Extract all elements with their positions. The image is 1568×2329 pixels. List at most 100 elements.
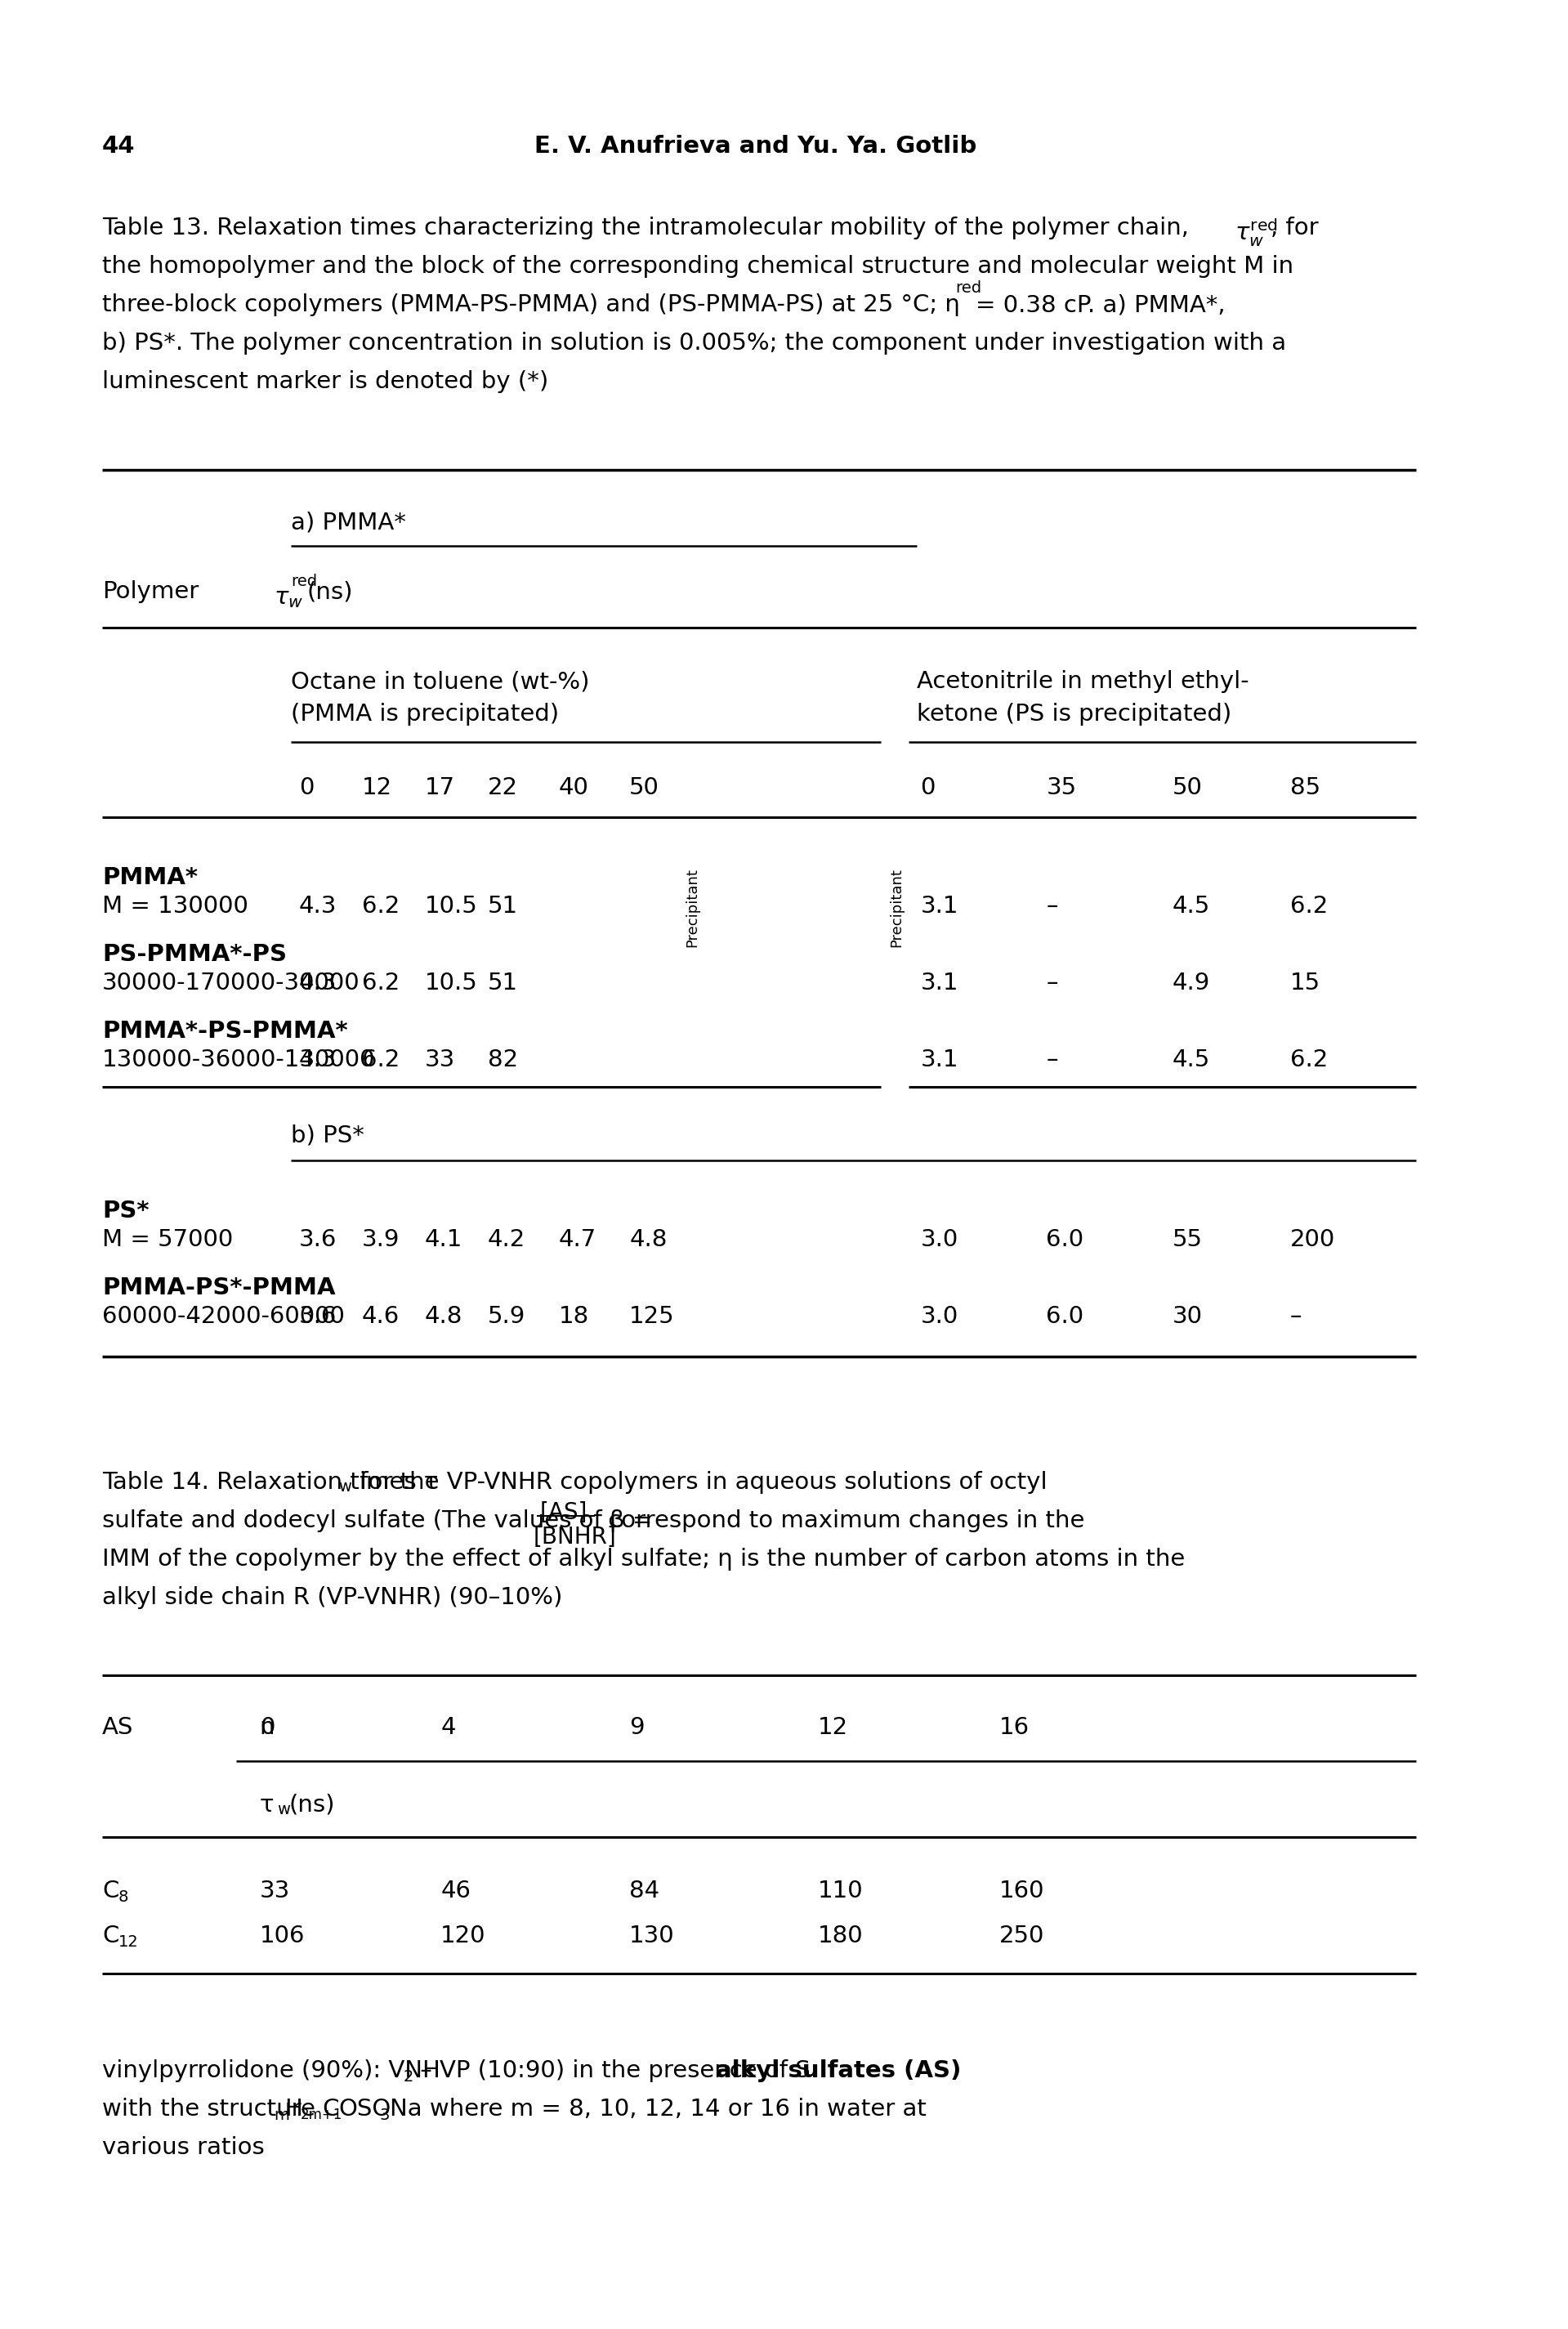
Text: 106: 106 xyxy=(260,1924,304,1947)
Text: 3.0: 3.0 xyxy=(920,1227,958,1251)
Text: 120: 120 xyxy=(441,1924,486,1947)
Text: alkyl side chain R (VP-VNHR) (90–10%): alkyl side chain R (VP-VNHR) (90–10%) xyxy=(102,1586,563,1609)
Text: τ: τ xyxy=(260,1793,274,1817)
Text: 4.1: 4.1 xyxy=(425,1227,463,1251)
Text: C: C xyxy=(102,1924,119,1947)
Text: b) PS*: b) PS* xyxy=(292,1123,364,1146)
Text: 40: 40 xyxy=(558,776,588,799)
Text: 5.9: 5.9 xyxy=(488,1304,525,1328)
Text: 9: 9 xyxy=(629,1716,644,1740)
Text: Acetonitrile in methyl ethyl-: Acetonitrile in methyl ethyl- xyxy=(916,671,1248,694)
Text: PS-PMMA*-PS: PS-PMMA*-PS xyxy=(102,943,287,967)
Text: 4.5: 4.5 xyxy=(1171,1048,1210,1071)
Text: 16: 16 xyxy=(999,1716,1029,1740)
Text: with the structure C: with the structure C xyxy=(102,2098,340,2122)
Text: sulfate and dodecyl sulfate (The values of β =: sulfate and dodecyl sulfate (The values … xyxy=(102,1509,660,1532)
Text: 4.2: 4.2 xyxy=(488,1227,525,1251)
Text: –: – xyxy=(1046,971,1058,994)
Text: the homopolymer and the block of the corresponding chemical structure and molecu: the homopolymer and the block of the cor… xyxy=(102,254,1294,277)
Text: 82: 82 xyxy=(488,1048,517,1071)
Text: Precipitant: Precipitant xyxy=(685,869,699,948)
Text: w: w xyxy=(339,1479,351,1495)
Text: Table 14. Relaxation times τ: Table 14. Relaxation times τ xyxy=(102,1472,439,1493)
Text: Table 13. Relaxation times characterizing the intramolecular mobility of the pol: Table 13. Relaxation times characterizin… xyxy=(102,217,1189,240)
Text: H: H xyxy=(285,2098,303,2122)
Text: 15: 15 xyxy=(1290,971,1320,994)
Text: 6.2: 6.2 xyxy=(1290,894,1328,918)
Text: 46: 46 xyxy=(441,1880,470,1903)
Text: 180: 180 xyxy=(818,1924,864,1947)
Text: 4: 4 xyxy=(441,1716,456,1740)
Text: 10.5: 10.5 xyxy=(425,894,478,918)
Text: –: – xyxy=(1046,1048,1058,1071)
Text: 44: 44 xyxy=(102,135,135,158)
Text: (PMMA is precipitated): (PMMA is precipitated) xyxy=(292,703,560,727)
Text: 200: 200 xyxy=(1290,1227,1334,1251)
Text: correspond to maximum changes in the: correspond to maximum changes in the xyxy=(601,1509,1085,1532)
Text: 22: 22 xyxy=(488,776,517,799)
Text: 4.8: 4.8 xyxy=(629,1227,666,1251)
Text: 160: 160 xyxy=(999,1880,1044,1903)
Text: 2: 2 xyxy=(403,2068,414,2084)
Text: 6.2: 6.2 xyxy=(362,894,400,918)
Text: 250: 250 xyxy=(999,1924,1044,1947)
Text: = 0.38 cP. a) PMMA*,: = 0.38 cP. a) PMMA*, xyxy=(975,293,1225,317)
Text: PMMA*-PS-PMMA*: PMMA*-PS-PMMA* xyxy=(102,1020,348,1043)
Text: [AS]: [AS] xyxy=(539,1502,588,1523)
Text: 4.8: 4.8 xyxy=(425,1304,463,1328)
Text: red: red xyxy=(292,573,317,589)
Text: for the VP-VNHR copolymers in aqueous solutions of octyl: for the VP-VNHR copolymers in aqueous so… xyxy=(353,1472,1047,1493)
Text: 4.3: 4.3 xyxy=(299,971,337,994)
Text: OSO: OSO xyxy=(339,2098,390,2122)
Text: C: C xyxy=(102,1880,119,1903)
Text: 51: 51 xyxy=(488,971,517,994)
Text: 6.2: 6.2 xyxy=(362,1048,400,1071)
Text: 3.6: 3.6 xyxy=(299,1227,337,1251)
Text: 10.5: 10.5 xyxy=(425,971,478,994)
Text: 3.9: 3.9 xyxy=(362,1227,400,1251)
Text: 51: 51 xyxy=(488,894,517,918)
Text: 3.1: 3.1 xyxy=(920,971,958,994)
Text: 17: 17 xyxy=(425,776,455,799)
Text: 12: 12 xyxy=(818,1716,848,1740)
Text: (ns): (ns) xyxy=(289,1793,336,1817)
Text: (ns): (ns) xyxy=(307,580,353,603)
Text: 84: 84 xyxy=(629,1880,660,1903)
Text: luminescent marker is denoted by (*): luminescent marker is denoted by (*) xyxy=(102,370,549,394)
Text: 0: 0 xyxy=(260,1716,274,1740)
Text: 130: 130 xyxy=(629,1924,674,1947)
Text: 55: 55 xyxy=(1171,1227,1203,1251)
Text: 30: 30 xyxy=(1171,1304,1203,1328)
Text: 33: 33 xyxy=(260,1880,290,1903)
Text: $\tau_w$: $\tau_w$ xyxy=(274,587,303,610)
Text: [BNHR]: [BNHR] xyxy=(533,1525,616,1549)
Text: a) PMMA*: a) PMMA* xyxy=(292,510,406,533)
Text: 6.2: 6.2 xyxy=(362,971,400,994)
Text: three-block copolymers (PMMA-PS-PMMA) and (PS-PMMA-PS) at 25 °C; η: three-block copolymers (PMMA-PS-PMMA) an… xyxy=(102,293,960,317)
Text: M = 57000: M = 57000 xyxy=(102,1227,234,1251)
Text: 125: 125 xyxy=(629,1304,674,1328)
Text: 3.6: 3.6 xyxy=(299,1304,337,1328)
Text: 50: 50 xyxy=(629,776,660,799)
Text: 4.3: 4.3 xyxy=(299,1048,337,1071)
Text: PS*: PS* xyxy=(102,1199,149,1223)
Text: 4.7: 4.7 xyxy=(558,1227,596,1251)
Text: 6.0: 6.0 xyxy=(1046,1304,1083,1328)
Text: 130000-36000-130000: 130000-36000-130000 xyxy=(102,1048,376,1071)
Text: w: w xyxy=(278,1803,290,1817)
Text: 3.1: 3.1 xyxy=(920,1048,958,1071)
Text: 8: 8 xyxy=(118,1889,129,1905)
Text: m: m xyxy=(274,2108,289,2124)
Text: 18: 18 xyxy=(558,1304,590,1328)
Text: 85: 85 xyxy=(1290,776,1320,799)
Text: 4.5: 4.5 xyxy=(1171,894,1210,918)
Text: 4.9: 4.9 xyxy=(1171,971,1210,994)
Text: 0: 0 xyxy=(920,776,936,799)
Text: 6.2: 6.2 xyxy=(1290,1048,1328,1071)
Text: Precipitant: Precipitant xyxy=(889,869,905,948)
Text: 3.1: 3.1 xyxy=(920,894,958,918)
Text: 33: 33 xyxy=(425,1048,455,1071)
Text: Octane in toluene (wt-%): Octane in toluene (wt-%) xyxy=(292,671,590,694)
Text: PMMA*: PMMA* xyxy=(102,866,198,890)
Text: 4.6: 4.6 xyxy=(362,1304,400,1328)
